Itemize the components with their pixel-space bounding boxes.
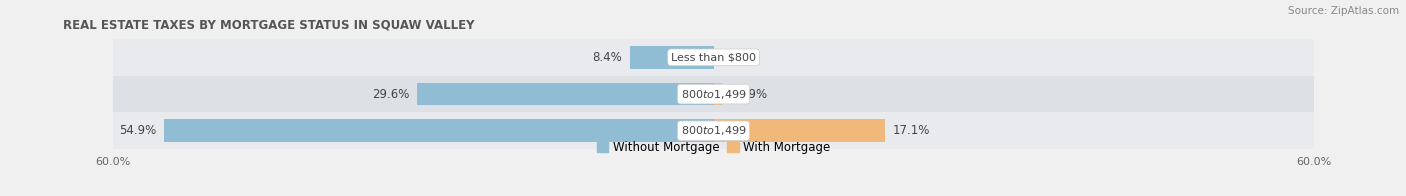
Legend: Without Mortgage, With Mortgage: Without Mortgage, With Mortgage — [595, 139, 832, 156]
Bar — [114, 39, 1313, 76]
Text: 29.6%: 29.6% — [373, 88, 409, 101]
Text: Source: ZipAtlas.com: Source: ZipAtlas.com — [1288, 6, 1399, 16]
Text: $800 to $1,499: $800 to $1,499 — [681, 124, 747, 137]
Text: 0.0%: 0.0% — [721, 51, 751, 64]
Text: REAL ESTATE TAXES BY MORTGAGE STATUS IN SQUAW VALLEY: REAL ESTATE TAXES BY MORTGAGE STATUS IN … — [63, 19, 475, 32]
Text: 0.89%: 0.89% — [731, 88, 768, 101]
Text: $800 to $1,499: $800 to $1,499 — [681, 88, 747, 101]
Text: 54.9%: 54.9% — [120, 124, 156, 137]
Bar — [418, 83, 713, 105]
Bar — [630, 46, 713, 69]
Bar — [114, 76, 1313, 113]
Bar — [713, 83, 723, 105]
Bar — [114, 113, 1313, 149]
Text: Less than $800: Less than $800 — [671, 52, 756, 62]
Text: 8.4%: 8.4% — [592, 51, 621, 64]
Text: 17.1%: 17.1% — [893, 124, 929, 137]
Bar — [165, 119, 713, 142]
Bar — [713, 119, 884, 142]
